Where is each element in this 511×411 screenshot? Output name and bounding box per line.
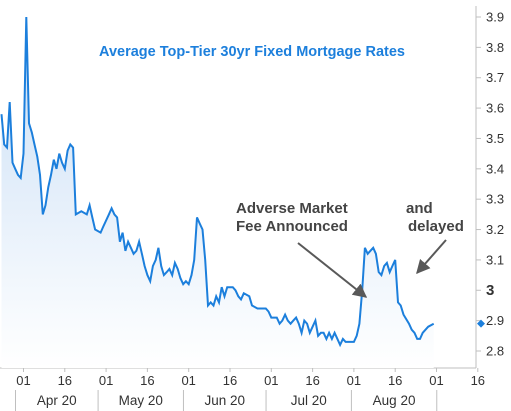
x-tick-label: 16: [305, 373, 319, 388]
marker-layer: [477, 319, 485, 328]
y-tick-label: 3.4: [486, 161, 504, 176]
y-tick-label: 3: [486, 282, 494, 299]
y-tick-label: 3.7: [486, 70, 504, 85]
x-tick-label: 16: [223, 373, 237, 388]
y-tick-label: 2.8: [486, 344, 504, 359]
series-area-fill: [1, 17, 434, 368]
y-tick-label: 3.3: [486, 192, 504, 207]
chart-title: Average Top-Tier 30yr Fixed Mortgage Rat…: [99, 44, 405, 60]
annotation-2-line-1: and: [406, 200, 433, 217]
x-tick-label: 16: [58, 373, 72, 388]
annotation-2-line-2: delayed: [408, 218, 464, 235]
annotation-adverse-market-fee: Adverse Market Fee Announced: [236, 200, 348, 235]
annotation-1-arrow: [297, 242, 368, 298]
x-axis: 01 16 01 16 01 16 01 16 01 16 01 16 Apr 20 May 20 Jun …: [15, 368, 485, 411]
y-tick-label: 3.5: [486, 131, 504, 146]
x-month-label: May 20: [119, 393, 163, 408]
x-tick-label: 16: [471, 373, 485, 388]
x-tick-label: 01: [347, 373, 361, 388]
y-tick-label: 3.2: [486, 222, 504, 237]
y-tick-label: 3.9: [486, 10, 504, 25]
x-month-label: Apr 20: [37, 393, 77, 408]
x-month-label: Aug 20: [373, 393, 416, 408]
annotation-1-line-2: Fee Announced: [236, 218, 348, 235]
x-tick-label: 01: [429, 373, 443, 388]
x-tick-label: 16: [140, 373, 154, 388]
x-tick-label: 01: [99, 373, 113, 388]
y-tick-label: 3.6: [486, 101, 504, 116]
x-tick-label: 01: [181, 373, 195, 388]
y-tick-label: 3.1: [486, 252, 504, 267]
last-value-marker: [477, 319, 485, 328]
y-tick-label: 3.8: [486, 40, 504, 55]
x-tick-label: 01: [16, 373, 30, 388]
series-line: [0, 16, 435, 348]
annotation-1-line-1: Adverse Market: [236, 200, 348, 217]
x-month-label: Jun 20: [204, 393, 245, 408]
y-tick-label: 2.9: [486, 313, 504, 328]
x-tick-label: 16: [388, 373, 402, 388]
x-tick-label: 01: [264, 373, 278, 388]
annotation-delayed: and delayed: [406, 200, 464, 235]
x-month-label: Jul 20: [291, 393, 327, 408]
y-axis: 3.9 3.8 3.7 3.6 3.5 3.4 3.3 3.2 3.1 3 2.9 2.8: [476, 10, 504, 359]
annotation-2-arrow: [416, 239, 447, 275]
